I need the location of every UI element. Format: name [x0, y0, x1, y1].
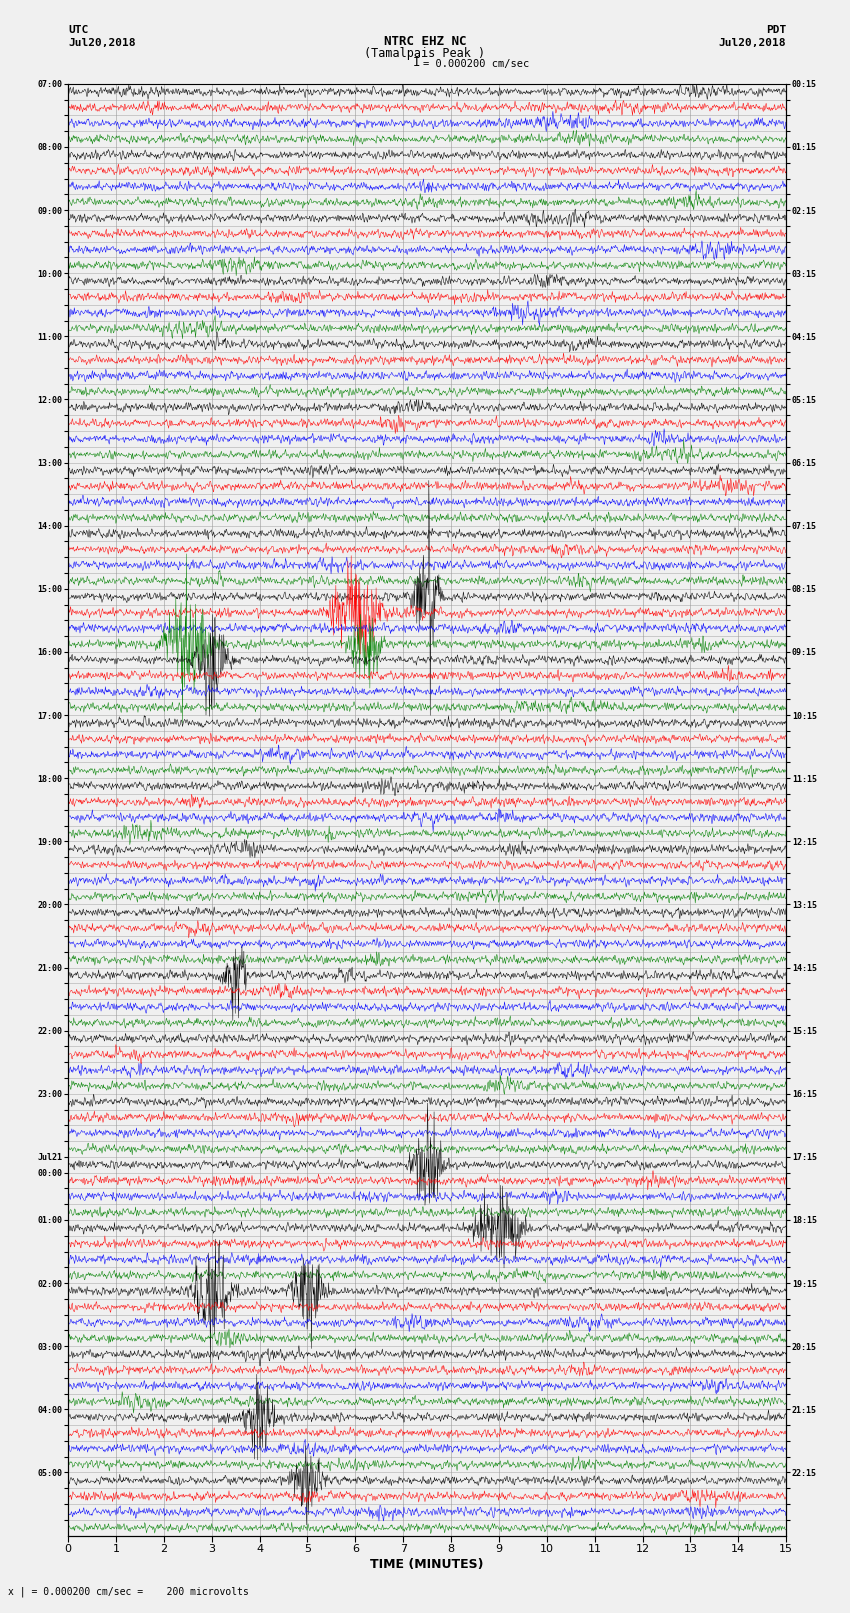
Text: Jul20,2018: Jul20,2018 [719, 37, 786, 47]
Text: Jul20,2018: Jul20,2018 [68, 37, 135, 47]
Text: = 0.000200 cm/sec: = 0.000200 cm/sec [423, 60, 530, 69]
Text: NTRC EHZ NC: NTRC EHZ NC [383, 34, 467, 47]
Text: (Tamalpais Peak ): (Tamalpais Peak ) [365, 47, 485, 60]
Text: x | = 0.000200 cm/sec =    200 microvolts: x | = 0.000200 cm/sec = 200 microvolts [8, 1586, 249, 1597]
X-axis label: TIME (MINUTES): TIME (MINUTES) [371, 1558, 484, 1571]
Text: PDT: PDT [766, 24, 786, 35]
Text: I: I [413, 56, 421, 69]
Text: UTC: UTC [68, 24, 88, 35]
